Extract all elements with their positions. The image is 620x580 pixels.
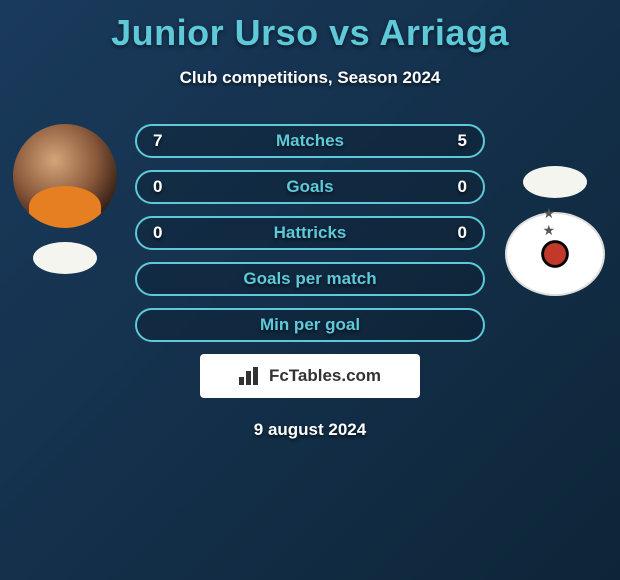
stat-right-value: 0 — [447, 223, 467, 243]
stat-left-value: 0 — [153, 223, 173, 243]
stat-row-goals-per-match: Goals per match — [135, 262, 485, 296]
site-logo-text: FcTables.com — [269, 366, 381, 386]
bar-chart-icon — [239, 367, 263, 385]
snapshot-date: 9 august 2024 — [0, 420, 620, 440]
stat-label: Hattricks — [274, 223, 347, 243]
stat-row-min-per-goal: Min per goal — [135, 308, 485, 342]
site-logo[interactable]: FcTables.com — [200, 354, 420, 398]
stat-row-matches: 7 Matches 5 — [135, 124, 485, 158]
player-right-flag — [523, 166, 587, 198]
comparison-content: 7 Matches 5 0 Goals 0 0 Hattricks 0 Goal… — [0, 124, 620, 440]
comparison-subtitle: Club competitions, Season 2024 — [0, 68, 620, 88]
stat-right-value: 0 — [447, 177, 467, 197]
stat-label: Matches — [276, 131, 344, 151]
stat-label: Min per goal — [260, 315, 360, 335]
stat-row-goals: 0 Goals 0 — [135, 170, 485, 204]
player-left-flag — [33, 242, 97, 274]
stat-label: Goals — [286, 177, 333, 197]
player-right-column — [500, 166, 610, 296]
stat-left-value: 7 — [153, 131, 173, 151]
stats-table: 7 Matches 5 0 Goals 0 0 Hattricks 0 Goal… — [135, 124, 485, 342]
player-right-club-badge — [505, 212, 605, 296]
stat-right-value: 5 — [447, 131, 467, 151]
player-left-avatar — [13, 124, 117, 228]
stat-row-hattricks: 0 Hattricks 0 — [135, 216, 485, 250]
player-left-column — [10, 124, 120, 274]
stat-label: Goals per match — [243, 269, 376, 289]
club-badge-icon — [530, 229, 580, 279]
stat-left-value: 0 — [153, 177, 173, 197]
comparison-title: Junior Urso vs Arriaga — [0, 0, 620, 54]
